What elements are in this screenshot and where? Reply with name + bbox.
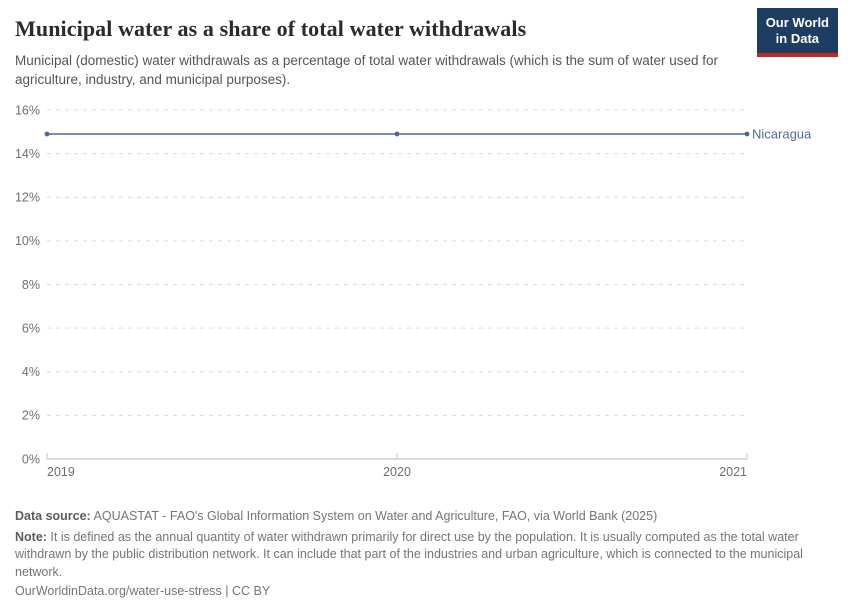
y-tick-label: 14%	[15, 147, 40, 161]
y-tick-label: 0%	[22, 452, 40, 466]
x-tick-label: 2020	[383, 465, 411, 479]
y-tick-label: 8%	[22, 278, 40, 292]
data-source-text: AQUASTAT - FAO's Global Information Syst…	[90, 508, 658, 523]
data-point	[44, 131, 50, 137]
y-tick-label: 6%	[22, 321, 40, 335]
data-source-label: Data source:	[15, 508, 91, 523]
citation-license: CC BY	[231, 583, 271, 598]
y-tick-label: 4%	[22, 365, 40, 379]
note-text: It is defined as the annual quantity of …	[15, 529, 803, 580]
y-tick-label: 16%	[15, 103, 40, 117]
citation-separator: |	[221, 583, 232, 598]
data-point	[744, 131, 750, 137]
y-tick-label: 10%	[15, 234, 40, 248]
line-chart: 0% 2% 4% 6% 8% 10% 12% 14% 16% 2019 2020 2021 Nicara…	[15, 103, 812, 479]
citation-line: OurWorldinData.org/water-use-stress | CC…	[15, 583, 825, 600]
page-title: Municipal water as a share of total wate…	[15, 16, 527, 41]
chart-area: 0% 2% 4% 6% 8% 10% 12% 14% 16% 2019 2020 2021 Nicara…	[0, 100, 850, 492]
x-tick-label: 2019	[47, 465, 75, 479]
y-tick-label: 2%	[22, 409, 40, 423]
data-point	[394, 131, 400, 137]
owid-logo-line2: in Data	[775, 31, 820, 47]
entity-label[interactable]: Nicaragua	[752, 126, 812, 141]
citation-url-link[interactable]: OurWorldinData.org/water-use-stress	[15, 583, 222, 598]
note-line: Note: It is defined as the annual quanti…	[15, 529, 825, 582]
chart-subtitle: Municipal (domestic) water withdrawals a…	[15, 53, 719, 87]
owid-logo[interactable]: Our World in Data	[756, 8, 838, 57]
owid-logo-line1: Our World	[765, 15, 829, 30]
note-label: Note:	[15, 529, 47, 544]
y-tick-label: 12%	[15, 191, 40, 205]
x-tick-label: 2021	[719, 465, 747, 479]
data-source-line: Data source: AQUASTAT - FAO's Global Inf…	[15, 508, 825, 526]
